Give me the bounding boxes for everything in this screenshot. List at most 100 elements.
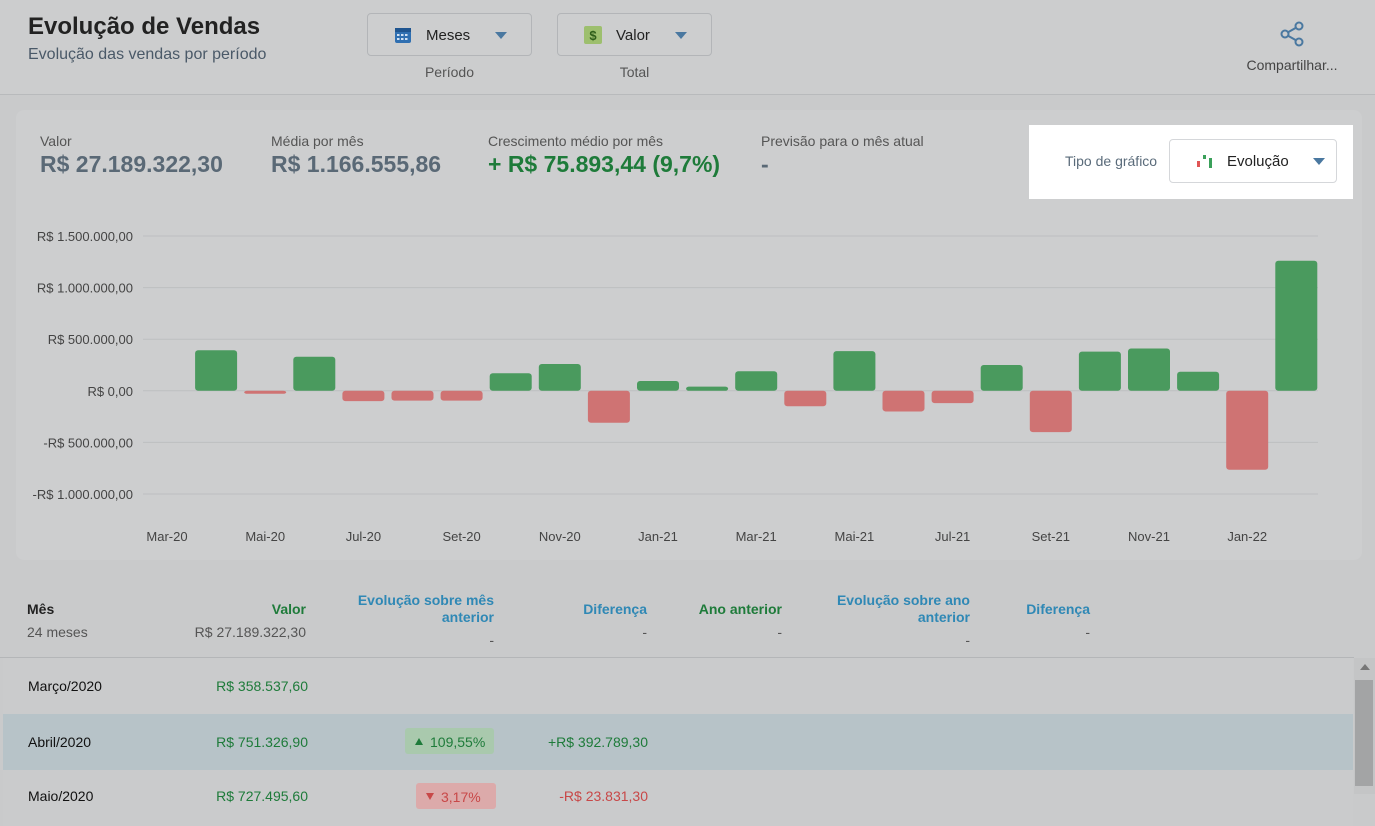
col-sub-diferenca: - [642,624,647,640]
row-evolucao: 3,17% [441,789,481,805]
share-label[interactable]: Compartilhar... [1246,57,1338,73]
triangle-up-icon [415,738,423,745]
chart-bar[interactable] [1128,348,1170,391]
page-title: Evolução de Vendas [28,13,261,40]
chart-bar[interactable] [833,351,876,391]
chart-bar[interactable] [195,350,238,391]
chart-bar[interactable] [1177,371,1220,391]
chart-bar[interactable] [882,390,925,412]
y-tick-label: R$ 0,00 [87,384,133,399]
y-tick-label: -R$ 1.000.000,00 [33,487,133,502]
x-tick-label: Jul-20 [346,529,381,544]
x-tick-label: Set-20 [442,529,480,544]
x-tick-label: Mai-21 [835,529,875,544]
col-header-evolucao-ano[interactable]: Evolução sobre ano anterior [836,592,970,625]
total-dropdown[interactable]: $ Valor [557,13,712,56]
chart-bar[interactable] [1275,260,1318,391]
chevron-down-icon [1313,158,1325,165]
stat-crescimento-label: Crescimento médio por mês [488,133,664,149]
page-subtitle: Evolução das vendas por período [28,46,267,63]
scroll-up-icon [1360,664,1370,670]
stat-previsao-label: Previsão para o mês atual [761,133,924,149]
row-mes: Março/2020 [28,678,102,694]
table-row[interactable]: Maio/2020 R$ 727.495,60 3,17% -R$ 23.831… [3,770,1353,826]
stat-previsao-value: - [761,151,769,177]
chart-type-label: Tipo de gráfico [1065,153,1158,169]
share-button[interactable] [1240,20,1344,53]
col-header-evolucao-mes[interactable]: Evolução sobre mês anterior [357,592,494,625]
row-valor: R$ 358.537,60 [216,678,308,694]
x-tick-label: Jul-21 [935,529,970,544]
table-divider [0,657,1354,658]
chart-bar[interactable] [587,390,630,423]
stat-media-value: R$ 1.166.555,86 [271,151,442,177]
table-scrollbar-thumb[interactable] [1355,680,1373,786]
waterfall-icon [1196,153,1214,176]
chevron-down-icon [675,32,687,39]
table-row[interactable]: Abril/2020 R$ 751.326,90 109,55% +R$ 392… [3,714,1353,770]
evolution-badge-up: 109,55% [405,728,494,754]
x-tick-label: Jan-22 [1227,529,1267,544]
chart-bar[interactable] [686,386,729,391]
chart-type-dropdown[interactable]: Evolução [1169,139,1337,183]
y-tick-label: R$ 500.000,00 [48,332,133,347]
row-mes: Maio/2020 [28,788,94,804]
calendar-icon [394,26,412,49]
col-header-mes[interactable]: Mês [27,601,55,617]
y-tick-label: R$ 1.000.000,00 [37,281,133,296]
col-sub-diferenca-ano: - [1085,624,1090,640]
evolution-chart: R$ 1.500.000,00 R$ 1.000.000,00 R$ 500.000… [33,229,1318,544]
chart-bar[interactable] [489,373,532,391]
chart-bar[interactable] [980,365,1023,391]
chart-bar[interactable] [1078,351,1121,391]
table-row[interactable]: Março/2020 R$ 358.537,60 [3,658,1353,714]
row-valor: R$ 751.326,90 [216,734,308,750]
col-sub-evolucao-ano: - [965,632,970,648]
x-tick-label: Set-21 [1032,529,1070,544]
col-sub-ano-anterior: - [777,624,782,640]
dollar-icon: $ [583,25,603,50]
stat-valor-label: Valor [40,133,72,149]
row-evolucao: 109,55% [430,734,486,750]
chart-bar[interactable] [1029,390,1072,433]
col-header-diferenca-ano[interactable]: Diferença [1026,601,1090,617]
share-icon [1278,21,1306,52]
row-mes: Abril/2020 [28,734,92,750]
x-tick-label: Nov-21 [1128,529,1170,544]
total-dropdown-value: Valor [616,27,650,44]
chart-bar[interactable] [342,390,385,402]
svg-text:$: $ [589,28,597,43]
col-header-diferenca[interactable]: Diferença [583,601,647,617]
chart-bar[interactable] [293,356,336,391]
triangle-down-icon [426,793,434,800]
col-header-ano-anterior[interactable]: Ano anterior [698,601,782,617]
row-valor: R$ 727.495,60 [216,788,308,804]
chart-bar[interactable] [784,390,827,407]
col-header-valor[interactable]: Valor [271,601,306,617]
stat-crescimento-value: + R$ 75.893,44 (9,7%) [488,151,721,177]
col-sub-mes: 24 meses [27,624,88,640]
stat-media-label: Média por mês [271,133,364,149]
col-sub-evolucao-mes: - [489,632,494,648]
evolution-badge-down: 3,17% [416,783,496,809]
row-diferenca: +R$ 392.789,30 [547,734,648,750]
col-sub-valor: R$ 27.189.322,30 [194,624,306,640]
y-tick-label: -R$ 500.000,00 [43,435,133,450]
x-tick-label: Mai-20 [245,529,285,544]
x-tick-label: Nov-20 [539,529,581,544]
period-caption: Período [424,64,475,80]
chart-bar[interactable] [735,371,778,391]
chart-bar[interactable] [440,390,483,401]
chart-bar[interactable] [637,380,679,391]
chart-bar[interactable] [931,390,974,404]
chart-bar[interactable] [244,390,287,394]
chart-bar[interactable] [391,390,434,401]
chart-bar[interactable] [538,363,581,391]
total-caption: Total [619,64,650,80]
page-header: Evolução de Vendas Evolução das vendas p… [0,0,1375,95]
chevron-down-icon [495,32,507,39]
x-tick-label: Jan-21 [638,529,678,544]
x-tick-label: Mar-21 [736,529,777,544]
chart-bar[interactable] [1226,390,1269,470]
period-dropdown[interactable]: Meses [367,13,532,56]
